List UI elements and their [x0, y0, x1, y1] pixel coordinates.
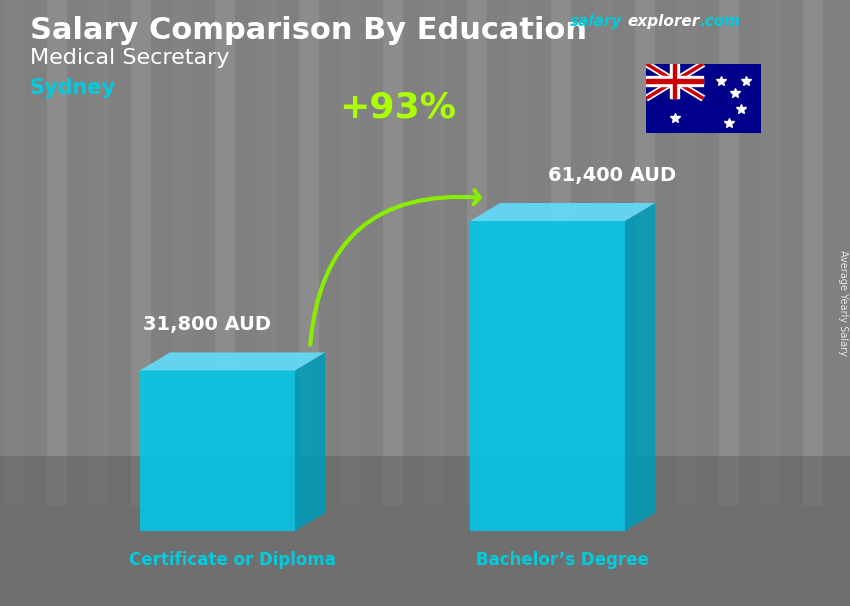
Polygon shape	[470, 203, 655, 221]
Bar	[670, 64, 679, 98]
Polygon shape	[299, 0, 319, 506]
Polygon shape	[47, 0, 67, 506]
Polygon shape	[140, 353, 325, 370]
Polygon shape	[383, 0, 403, 506]
Polygon shape	[509, 0, 529, 506]
Text: .com: .com	[699, 14, 740, 29]
Polygon shape	[719, 0, 739, 506]
Text: Certificate or Diploma: Certificate or Diploma	[129, 551, 336, 569]
Polygon shape	[470, 221, 625, 531]
Text: Sydney: Sydney	[30, 78, 116, 98]
Polygon shape	[215, 0, 235, 506]
Text: Average Yearly Salary: Average Yearly Salary	[838, 250, 848, 356]
Text: Salary Comparison By Education: Salary Comparison By Education	[30, 16, 587, 45]
Polygon shape	[257, 0, 277, 506]
Polygon shape	[89, 0, 109, 506]
Polygon shape	[635, 0, 655, 506]
Polygon shape	[0, 456, 850, 606]
Text: 61,400 AUD: 61,400 AUD	[548, 166, 677, 185]
Polygon shape	[625, 203, 655, 531]
Polygon shape	[425, 0, 445, 506]
Polygon shape	[5, 0, 25, 506]
Text: 31,800 AUD: 31,800 AUD	[144, 316, 271, 335]
Text: +93%: +93%	[339, 91, 456, 125]
Bar	[673, 64, 677, 98]
Polygon shape	[131, 0, 151, 506]
Polygon shape	[551, 0, 571, 506]
Bar	[646, 79, 703, 83]
Polygon shape	[173, 0, 193, 506]
Polygon shape	[761, 0, 781, 506]
Text: salary: salary	[570, 14, 622, 29]
Polygon shape	[341, 0, 361, 506]
Text: Bachelor’s Degree: Bachelor’s Degree	[476, 551, 649, 569]
Polygon shape	[677, 0, 697, 506]
Polygon shape	[593, 0, 613, 506]
Polygon shape	[803, 0, 823, 506]
Bar	[646, 76, 703, 86]
Text: Medical Secretary: Medical Secretary	[30, 48, 230, 68]
Polygon shape	[140, 370, 295, 531]
Polygon shape	[295, 353, 325, 531]
Polygon shape	[467, 0, 487, 506]
Text: explorer: explorer	[627, 14, 700, 29]
